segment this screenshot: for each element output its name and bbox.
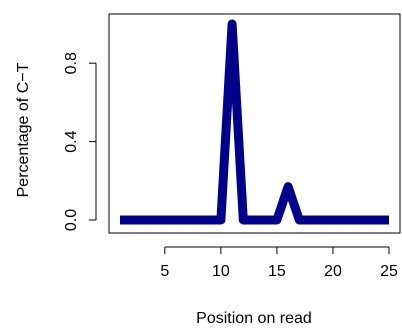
x-tick-label: 5	[160, 263, 169, 280]
y-axis-title: Percentage of C−T	[15, 62, 32, 197]
series-layer	[120, 19, 389, 225]
x-axis-title: Position on read	[196, 310, 312, 327]
y-tick-label: 0.0	[63, 209, 80, 231]
x-tick-label: 10	[212, 263, 230, 280]
x-tick-label: 25	[380, 263, 398, 280]
series-line-1	[120, 19, 389, 225]
x-tick-label: 20	[324, 263, 342, 280]
x-tick-label: 15	[268, 263, 286, 280]
y-tick-label: 0.4	[63, 130, 80, 152]
plot-frame	[108, 13, 401, 234]
y-axis: 0.0 0.4 0.8	[63, 52, 97, 231]
y-tick-label: 0.8	[63, 52, 80, 74]
x-axis: 5 10 15 20 25	[160, 246, 398, 280]
